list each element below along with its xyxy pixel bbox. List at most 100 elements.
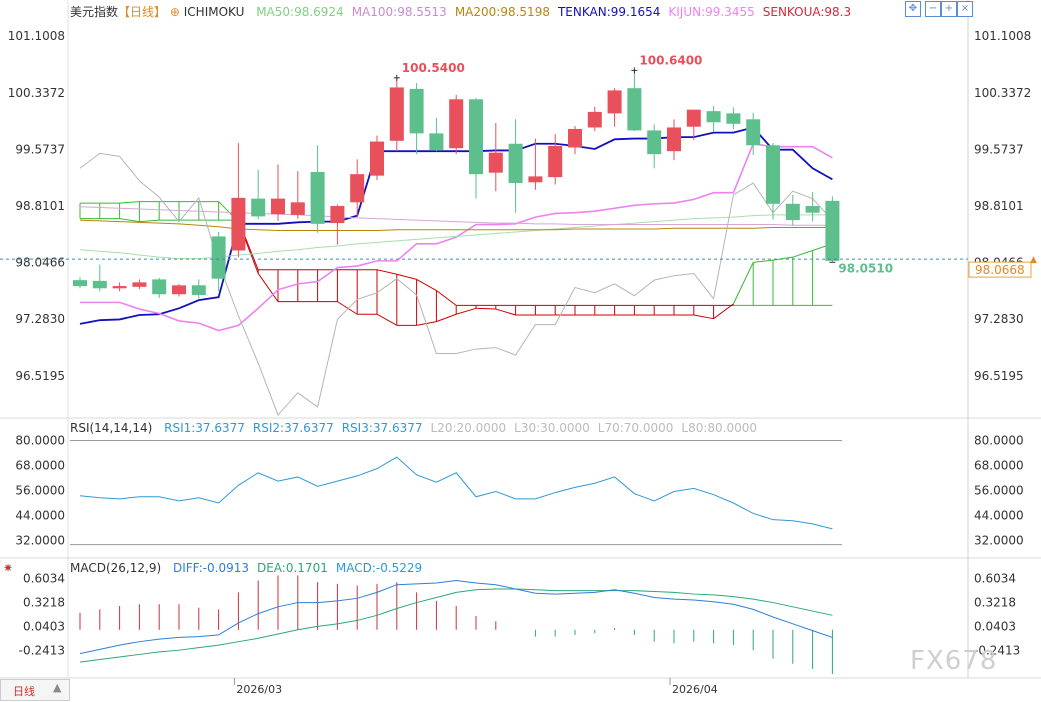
period-label[interactable]: 【日线】 xyxy=(118,5,167,19)
candle-body xyxy=(528,176,543,183)
macd-legend-item: DIFF:-0.0913 xyxy=(172,561,249,575)
crosshair-icon[interactable]: ✥ xyxy=(905,1,921,17)
candle-body xyxy=(112,286,127,289)
candle-body xyxy=(766,145,780,204)
senkou-a-line xyxy=(753,259,774,263)
macd-tick-right: 0.0403 xyxy=(974,619,1016,633)
rsi-legend-item: L80:80.0000 xyxy=(681,421,758,435)
candle-body xyxy=(548,145,563,178)
candle-body xyxy=(607,90,622,114)
price-tick-right: 100.3372 xyxy=(974,86,1031,100)
candle-body xyxy=(785,203,800,221)
candle-body xyxy=(805,206,820,213)
senkou-a-line xyxy=(337,301,358,315)
price-tag-box xyxy=(968,261,1032,278)
main-legend-item: MA100:98.5513 xyxy=(351,5,447,19)
instrument-name: 美元指数 xyxy=(70,5,119,19)
rsi-header: RSI(14,14,14) RSI1:37.6377 RSI2:37.6377 RS… xyxy=(70,421,757,435)
indicator-name: ICHIMOKU xyxy=(183,5,245,19)
candle-body xyxy=(686,109,701,127)
main-legend-item: KIJUN:99.3455 xyxy=(668,5,755,19)
rsi-tick-right: 80.0000 xyxy=(974,434,1024,448)
cloud-segment xyxy=(100,203,120,219)
cloud-segment xyxy=(357,270,377,314)
rsi-tick-right: 56.0000 xyxy=(974,484,1024,498)
price-tick-left: 101.1008 xyxy=(8,29,65,43)
timeframe-tab[interactable]: 日线 ▲ xyxy=(0,679,70,701)
cloud-segment xyxy=(397,274,417,325)
candle-body xyxy=(152,279,167,295)
cloud-segment xyxy=(278,270,298,302)
candle-body xyxy=(508,143,523,184)
chevron-up-icon: ▲ xyxy=(53,681,62,694)
cloud-segment xyxy=(615,305,635,315)
minus-icon[interactable]: − xyxy=(925,1,941,17)
main-legend-item: SENKOUA:98.3 xyxy=(762,5,852,19)
ma100-line xyxy=(79,206,833,226)
rsi-legend-item: L20:20.0000 xyxy=(430,421,507,435)
rsi-legend-item: RSI1:37.6377 xyxy=(164,421,245,435)
candle-body xyxy=(231,197,246,251)
cloud-segment xyxy=(793,250,813,305)
rsi-tick-left: 80.0000 xyxy=(15,434,65,448)
main-header: 美元指数【日线】 ⊕ ICHIMOKU MA50:98.6924 MA100:98… xyxy=(70,3,851,20)
senkou-b-line xyxy=(436,290,457,306)
senkou-a-line xyxy=(475,307,496,310)
candle-body xyxy=(290,202,305,215)
candle-body xyxy=(211,236,226,279)
price-tick-left: 98.0466 xyxy=(15,256,65,270)
x-tick-label: 2026/03 xyxy=(236,683,282,696)
candle-body xyxy=(409,88,424,134)
macd-tick-left: 0.3218 xyxy=(23,595,65,609)
price-tick-right: 98.8101 xyxy=(974,199,1024,213)
rsi-legend-item: RSI3:37.6377 xyxy=(341,421,423,435)
macd-dea-line xyxy=(79,588,833,663)
macd-tick-right: 0.3218 xyxy=(974,595,1016,609)
macd-legend: DIFF:-0.0913 DEA:0.1701 MACD:-0.5229 xyxy=(165,561,422,575)
candle-body xyxy=(469,99,483,175)
timeframe-label: 日线 xyxy=(13,685,35,698)
senkou-a-line xyxy=(713,303,734,320)
price-tag-arrow: ▲ xyxy=(1030,255,1037,265)
rsi-tick-left: 68.0000 xyxy=(15,459,65,473)
candle-body xyxy=(825,200,840,261)
x-tick-label: 2026/04 xyxy=(672,683,718,696)
senkou-a-line xyxy=(376,313,398,326)
rsi-line xyxy=(79,456,833,530)
cloud-segment xyxy=(80,203,100,219)
rsi-legend-item: L70:70.0000 xyxy=(597,421,674,435)
candle-body xyxy=(370,141,384,176)
settings-icon[interactable]: ⊕ xyxy=(169,5,180,19)
cloud-segment xyxy=(139,202,159,222)
senkou-a-line xyxy=(257,273,279,302)
rsi-legend-item: L30:30.0000 xyxy=(514,421,590,435)
candle-body xyxy=(667,127,681,152)
macd-tick-left: -0.2413 xyxy=(19,643,65,657)
price-tick-left: 99.5737 xyxy=(15,142,65,156)
senkou-a-line xyxy=(495,308,516,316)
cloud-segment xyxy=(674,305,694,315)
cloud-segment xyxy=(595,305,615,315)
cloud-segment xyxy=(575,305,595,315)
cloud-segment xyxy=(436,291,456,322)
price-tick-left: 98.8101 xyxy=(15,199,65,213)
price-tick-left: 100.3372 xyxy=(8,86,65,100)
rsi-tick-right: 44.0000 xyxy=(974,509,1024,523)
plus-icon[interactable]: + xyxy=(941,1,957,17)
senkou-b-line xyxy=(119,218,140,223)
candle-body xyxy=(449,99,464,149)
price-tick-right: 101.1008 xyxy=(974,29,1031,43)
macd-tick-right: -0.2413 xyxy=(974,643,1020,657)
rsi-tick-left: 32.0000 xyxy=(15,534,65,548)
senkou-a-line xyxy=(693,314,714,320)
macd-tick-right: 0.6034 xyxy=(974,571,1016,585)
cloud-segment xyxy=(516,305,536,315)
main-legend-item: TENKAN:99.1654 xyxy=(557,5,661,19)
macd-settings-icon[interactable]: ✷ xyxy=(3,561,14,575)
candle-body xyxy=(706,111,721,123)
candle-body xyxy=(726,113,741,124)
close-icon[interactable]: × xyxy=(957,1,973,17)
candle-body xyxy=(132,282,147,287)
